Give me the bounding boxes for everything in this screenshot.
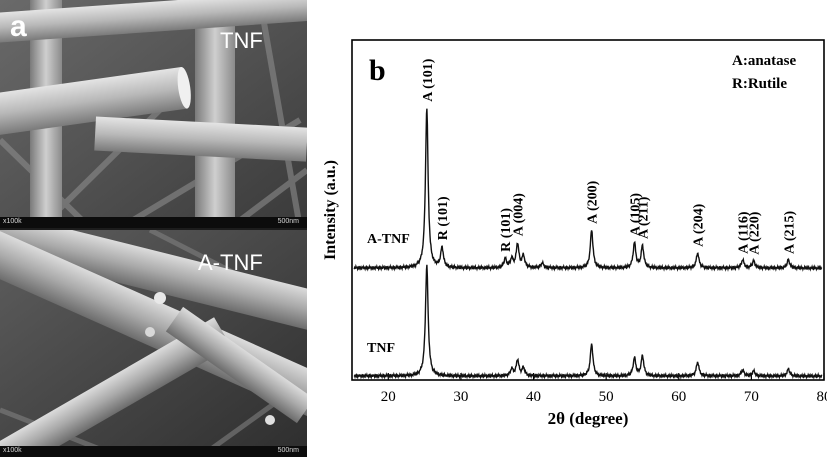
scale-label: 500nm bbox=[277, 218, 299, 225]
peak-annotation: A (116) bbox=[737, 211, 752, 254]
peak-annotation: A (004) bbox=[512, 193, 527, 237]
magnification-label: x100k bbox=[3, 447, 22, 454]
xrd-chart: b A:anatase R:Rutile Intensity (a.u.) 2θ… bbox=[322, 39, 827, 428]
series-line-tnf bbox=[353, 264, 823, 381]
x-tick-label: 80 bbox=[817, 389, 827, 405]
panel-label-a: a bbox=[10, 10, 27, 43]
x-tick-label: 60 bbox=[671, 389, 686, 405]
peak-annotation: A (211) bbox=[636, 196, 651, 239]
sample-label-a-tnf: A-TNF bbox=[198, 250, 263, 275]
peak-annotation: A (105) bbox=[628, 193, 643, 237]
sem-image-tnf: x100k 500nm bbox=[0, 0, 307, 228]
legend-rutile: R:Rutile bbox=[732, 76, 787, 92]
peak-annotation: A (200) bbox=[586, 180, 601, 224]
sem-image-a-tnf: x100k 500nm bbox=[0, 230, 307, 457]
peak-annotation: R (101) bbox=[499, 208, 514, 252]
series-line-a-tnf bbox=[353, 108, 823, 272]
peak-annotation: A (215) bbox=[782, 210, 797, 254]
peak-annotation: R (101) bbox=[436, 196, 451, 240]
peak-annotation: A (220) bbox=[748, 211, 763, 255]
peak-annotation: A (101) bbox=[421, 58, 436, 102]
panel-label-b: b bbox=[369, 54, 386, 87]
x-tick-label: 70 bbox=[744, 389, 759, 405]
scale-bar-a-tnf: x100k 500nm bbox=[0, 446, 307, 457]
legend-anatase: A:anatase bbox=[732, 53, 797, 69]
x-tick-label: 50 bbox=[599, 389, 614, 405]
magnification-label: x100k bbox=[3, 218, 22, 225]
x-tick-label: 30 bbox=[453, 389, 468, 405]
scale-label: 500nm bbox=[277, 447, 299, 454]
plot-frame bbox=[351, 39, 825, 381]
sample-label-tnf: TNF bbox=[220, 28, 263, 53]
sem-panel: x100k 500nm bbox=[0, 0, 307, 457]
x-tick-label: 20 bbox=[381, 389, 396, 405]
x-tick-label: 40 bbox=[526, 389, 541, 405]
x-axis-label: 2θ (degree) bbox=[548, 409, 629, 428]
scale-bar-tnf: x100k 500nm bbox=[0, 217, 307, 228]
y-axis-label: Intensity (a.u.) bbox=[322, 160, 339, 260]
peak-annotation: A (204) bbox=[692, 203, 707, 247]
xrd-panel: b A:anatase R:Rutile Intensity (a.u.) 2θ… bbox=[307, 0, 827, 457]
series-label-a-tnf: A-TNF bbox=[367, 232, 410, 247]
series-label-tnf: TNF bbox=[367, 341, 395, 356]
